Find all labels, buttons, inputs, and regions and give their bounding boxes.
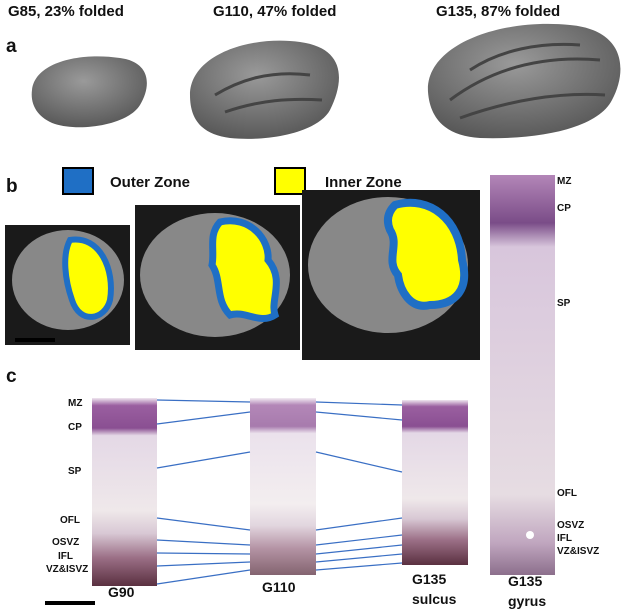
layer-label: IFL — [557, 533, 572, 544]
layer-label: VZ&ISVZ — [46, 564, 88, 575]
column-title: G90 — [108, 584, 135, 600]
brain — [31, 56, 147, 128]
brain-title: G135, 87% folded — [436, 3, 560, 20]
layer-link — [315, 562, 403, 571]
panel-label: c — [6, 366, 17, 387]
column-title: G110 — [262, 579, 296, 595]
layer-link — [156, 569, 251, 585]
zone-outline — [208, 217, 280, 323]
legend-label: Outer Zone — [110, 174, 190, 191]
layer-link — [315, 534, 403, 546]
tissue-strip — [250, 398, 316, 575]
legend-swatch — [274, 167, 306, 195]
zone-outline — [62, 236, 114, 320]
layer-link — [315, 517, 403, 531]
layer-label: OFL — [557, 488, 577, 499]
layer-link — [315, 553, 403, 563]
layer-label: OSVZ — [557, 520, 584, 531]
panel-b: b Outer Zone Inner Zone — [5, 167, 480, 360]
layer-label: MZ — [68, 398, 82, 409]
brain-title: G110, 47% folded — [213, 3, 336, 20]
layer-link — [156, 399, 251, 403]
panel-label: a — [6, 36, 17, 57]
layer-label: SP — [557, 298, 571, 309]
layer-link — [156, 451, 251, 469]
legend-swatch — [62, 167, 94, 195]
layer-link — [156, 539, 251, 546]
tissue-strip — [92, 398, 157, 586]
column-title: G135 — [508, 573, 542, 589]
layer-label: VZ&ISVZ — [557, 546, 599, 557]
tissue-strip — [402, 400, 468, 565]
layer-link — [315, 451, 403, 473]
zone-outline — [383, 198, 469, 310]
layer-label: CP — [68, 422, 82, 433]
column-title: gyrus — [508, 593, 546, 609]
layer-label: SP — [68, 466, 82, 477]
brain-title: G85, 23% folded — [8, 3, 124, 20]
panel-label: b — [6, 176, 18, 197]
layer-link — [156, 517, 251, 531]
panel-c: c MZ CP SP OFL OSVZ IFL VZ&ISVZ G90 G110 G135 sul… — [6, 366, 468, 607]
panel-a: G85, 23% folded G110, 47% folded G135, 8… — [6, 3, 621, 139]
layer-link — [156, 552, 251, 555]
layer-link — [156, 561, 251, 567]
layer-label: CP — [557, 203, 571, 214]
layer-label: OSVZ — [52, 537, 79, 548]
tissue-strip — [490, 175, 555, 575]
layer-label: MZ — [557, 176, 571, 187]
legend-label: Inner Zone — [325, 174, 402, 191]
layer-label: IFL — [58, 551, 73, 562]
layer-link — [315, 411, 403, 421]
gyrus-panel: MZ CP SP OFL OSVZ IFL VZ&ISVZ G135 gyrus — [490, 175, 599, 609]
brain — [190, 40, 339, 139]
layer-link — [156, 411, 251, 425]
layer-link — [315, 544, 403, 555]
column-title: sulcus — [412, 591, 457, 607]
column-title: G135 — [412, 571, 446, 587]
layer-label: OFL — [60, 515, 80, 526]
layer-link — [315, 401, 403, 406]
brain — [427, 23, 621, 139]
